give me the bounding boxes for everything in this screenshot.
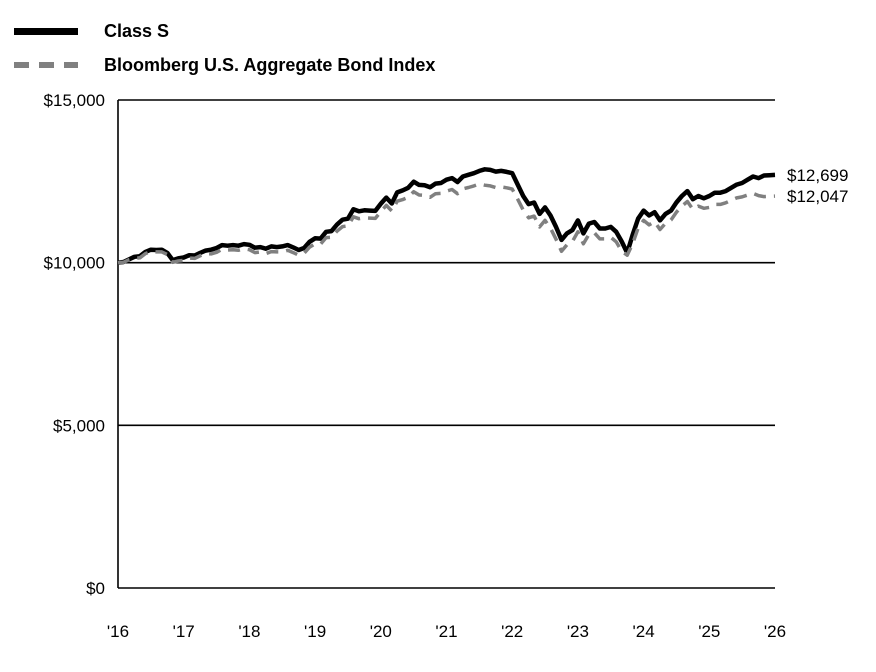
x-axis-tick-label: '16 — [107, 622, 129, 641]
legend-label-class-s: Class S — [104, 20, 170, 41]
x-axis-tick-label: '20 — [370, 622, 392, 641]
x-axis-tick-label: '17 — [173, 622, 195, 641]
legend: Class S Bloomberg U.S. Aggregate Bond In… — [14, 14, 435, 82]
y-axis-tick-label: $5,000 — [53, 416, 105, 435]
x-axis-tick-label: '26 — [764, 622, 786, 641]
bond-index-end-value-label: $12,047 — [787, 187, 848, 206]
bond-index-line — [117, 182, 776, 265]
x-axis-tick-label: '24 — [633, 622, 655, 641]
legend-item-class-s: Class S — [14, 14, 435, 48]
x-axis-tick-label: '23 — [567, 622, 589, 641]
x-axis-tick-label: '21 — [435, 622, 457, 641]
legend-label-bond-index: Bloomberg U.S. Aggregate Bond Index — [104, 54, 436, 75]
y-axis-tick-label: $0 — [86, 579, 105, 598]
class-s-line-swatch — [14, 27, 78, 35]
bond-index-line-swatch — [14, 62, 78, 68]
x-axis-tick-label: '19 — [304, 622, 326, 641]
x-axis-tick-label: '25 — [698, 622, 720, 641]
x-axis-tick-label: '18 — [238, 622, 260, 641]
class-s-line — [117, 167, 776, 265]
y-axis-tick-label: $15,000 — [44, 91, 105, 110]
x-axis-tick-label: '22 — [501, 622, 523, 641]
y-axis-tick-label: $10,000 — [44, 254, 105, 273]
legend-item-bond-index: Bloomberg U.S. Aggregate Bond Index — [14, 48, 435, 82]
class-s-end-value-label: $12,699 — [787, 166, 848, 185]
